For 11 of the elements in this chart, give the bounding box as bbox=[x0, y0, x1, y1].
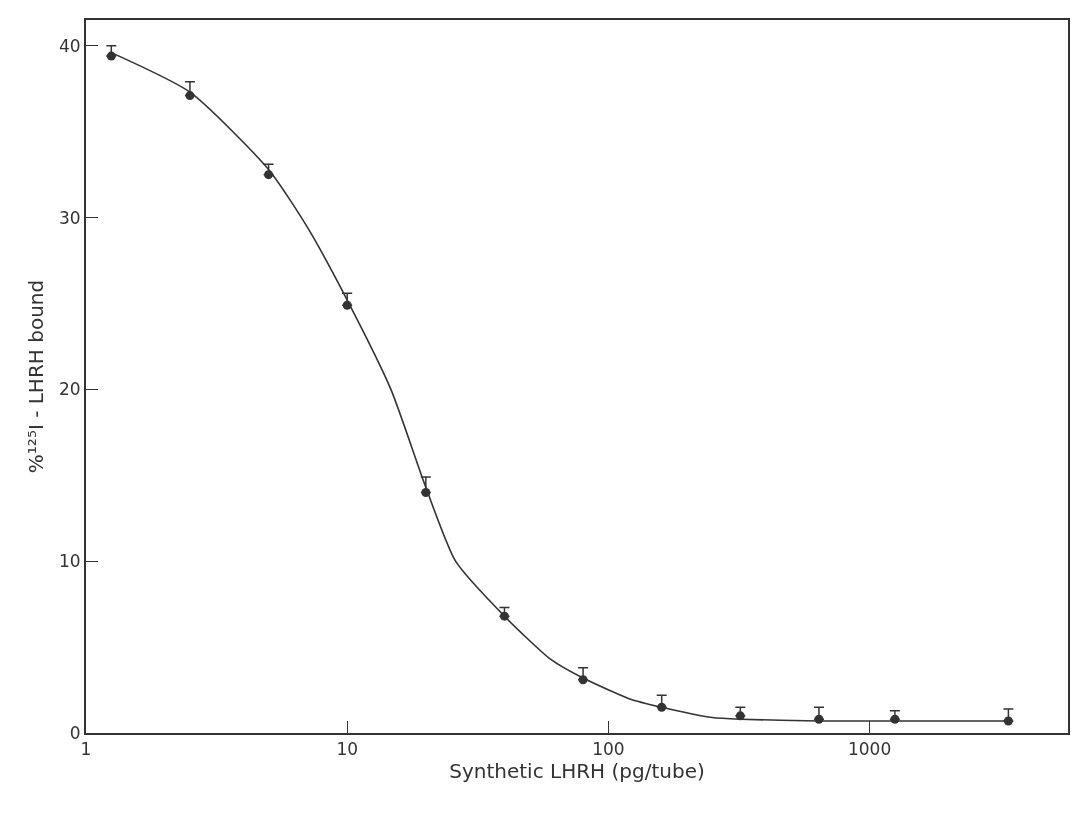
x-tick-label: 1000 bbox=[847, 739, 892, 760]
y-tick-label: 10 bbox=[58, 551, 81, 572]
y-tick-label: 20 bbox=[58, 379, 81, 400]
y-tick-label: 40 bbox=[58, 35, 81, 56]
x-axis-title: Synthetic LHRH (pg/tube) bbox=[449, 759, 705, 784]
x-tick-label: 10 bbox=[336, 739, 359, 760]
y-axis-title: %¹²⁵I - LHRH bound bbox=[23, 279, 48, 474]
x-tick-label: 1 bbox=[80, 739, 92, 760]
y-tick-label: 30 bbox=[58, 207, 81, 228]
x-tick-label: 100 bbox=[592, 739, 625, 760]
y-tick-label: 0 bbox=[69, 722, 81, 743]
